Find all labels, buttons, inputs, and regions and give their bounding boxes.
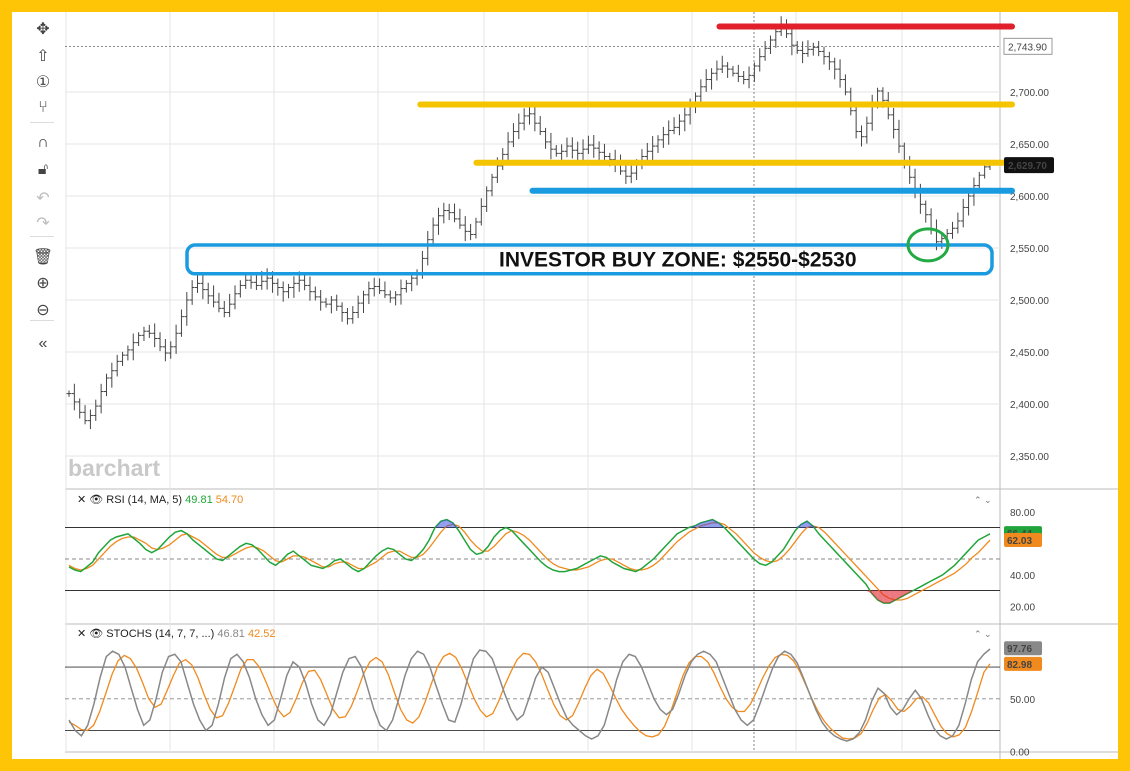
rsi-overbought-fill	[712, 519, 719, 528]
rsi-overbought-fill	[806, 521, 813, 528]
price-tick-label: 2,400.00	[1010, 400, 1049, 411]
rsi-overbought-fill	[452, 522, 459, 528]
arrow-up-icon[interactable]: ⇧	[36, 48, 50, 65]
price-tick-label: 2,350.00	[1010, 452, 1049, 463]
last-price-label: 2,629.70	[1008, 161, 1047, 172]
price-tick-label: 2,550.00	[1010, 244, 1049, 255]
crosshair-price-box	[1003, 37, 1053, 55]
price-tick-label: 2,650.00	[1010, 140, 1049, 151]
zoom-in-icon[interactable]: ⊕	[36, 275, 50, 292]
stoch-last-box	[1004, 656, 1042, 671]
rsi-main-line	[68, 518, 991, 604]
rsi-oversold-fill	[871, 590, 878, 600]
buy-zone-box	[185, 243, 994, 276]
rsi-oversold-fill	[889, 590, 896, 604]
barchart-watermark: barchart	[68, 455, 160, 481]
rsi-signal-line	[68, 522, 991, 601]
stoch-tick-label: 0.00	[1010, 748, 1030, 759]
collapse-icon[interactable]: «	[38, 335, 48, 352]
toolbar-separator	[30, 236, 54, 237]
rsi-last-box	[1004, 533, 1042, 548]
rsi-last-label: 62.03	[1007, 536, 1032, 547]
stoch-legend-value: 46.81	[217, 628, 248, 640]
crosshair-icon[interactable]: ✥	[36, 21, 50, 38]
last-price-box	[1004, 157, 1054, 174]
price-tick-label: 2,600.00	[1010, 192, 1049, 203]
toolbar-separator	[30, 320, 54, 321]
rsi-overbought-fill	[706, 519, 713, 528]
buy-zone-label: INVESTOR BUY ZONE: $2550-$2530	[499, 248, 857, 271]
trash-icon[interactable]: 🗑︎	[32, 249, 54, 266]
redo-icon[interactable]: ↷	[36, 215, 50, 232]
stoch-last-label: 82.98	[1007, 660, 1032, 671]
rsi-overbought-fill	[795, 524, 802, 528]
zoom-out-icon[interactable]: ⊖	[36, 302, 50, 319]
rsi-overbought-fill	[694, 522, 701, 528]
rsi-oversold-fill	[877, 590, 884, 604]
stoch-legend-value: 42.52	[248, 628, 276, 640]
rsi-oversold-fill	[907, 590, 914, 594]
rsi-tick-label: 20.00	[1010, 602, 1035, 613]
price-tick-label: 2,450.00	[1010, 348, 1049, 359]
price-tick-label: 2,700.00	[1010, 88, 1049, 99]
low-highlight-circle	[906, 227, 950, 263]
rsi-overbought-fill	[446, 519, 453, 528]
drawing-toolbar: ✥ ⇧ ① ⑂ ∩ 🔓︎ ↶ ↷ 🗑︎ ⊕ ⊖ «	[12, 12, 62, 759]
rsi-overbought-fill	[435, 521, 441, 528]
rsi-oversold-fill	[883, 590, 890, 604]
chart-canvas[interactable]: 2,350.00 2,400.00 2,450.00 2,500.00 2,550.00…	[12, 12, 1118, 759]
undo-icon[interactable]: ↶	[36, 190, 50, 207]
stoch-collapse-icon: ⌃ ⌄	[974, 629, 992, 639]
rsi-title: ✕ 👁︎ RSI (14, MA, 5) 49.81 54.70	[77, 494, 243, 506]
toolbar-separator	[30, 122, 54, 123]
chart-frame: ✥ ⇧ ① ⑂ ∩ 🔓︎ ↶ ↷ 🗑︎ ⊕ ⊖ « 2,350.00 2,400.00 2,450.00 2…	[12, 12, 1118, 759]
rsi-tick-label: 80.00	[1010, 508, 1035, 519]
rsi-overbought-fill	[801, 521, 807, 528]
stoch-last-label: 97.76	[1007, 644, 1032, 655]
rsi-tick-label: 40.00	[1010, 571, 1035, 582]
rsi-overbought-fill	[700, 521, 707, 528]
rsi-oversold-fill	[895, 590, 902, 600]
circle-1-icon[interactable]: ①	[35, 74, 51, 91]
magnet-icon[interactable]: ∩	[37, 134, 49, 151]
rsi-legend-value: 54.70	[216, 494, 244, 506]
rsi-overbought-fill	[440, 519, 447, 528]
price-tick-label: 2,500.00	[1010, 296, 1049, 307]
fork-icon[interactable]: ⑂	[38, 99, 48, 116]
rsi-oversold-fill	[901, 590, 908, 597]
rsi-collapse-icon: ⌃ ⌄	[974, 495, 992, 505]
rsi-oversold-fill	[866, 590, 872, 594]
crosshair-price-label: 2,743.90	[1008, 42, 1047, 53]
stoch-last-box	[1004, 641, 1042, 656]
rsi-overbought-fill	[718, 522, 725, 528]
unlock-icon[interactable]: 🔓︎	[37, 161, 49, 178]
rsi-overbought-fill	[688, 525, 695, 528]
stoch-signal-line	[68, 652, 991, 740]
stoch-title: ✕ 👁︎ STOCHS (14, 7, 7, ...) 46.81 42.52	[77, 628, 275, 640]
rsi-legend-value: 49.81	[185, 494, 216, 506]
rsi-overbought-fill	[812, 525, 819, 528]
stoch-tick-label: 50.00	[1010, 695, 1035, 706]
stoch-main-line	[68, 648, 991, 742]
